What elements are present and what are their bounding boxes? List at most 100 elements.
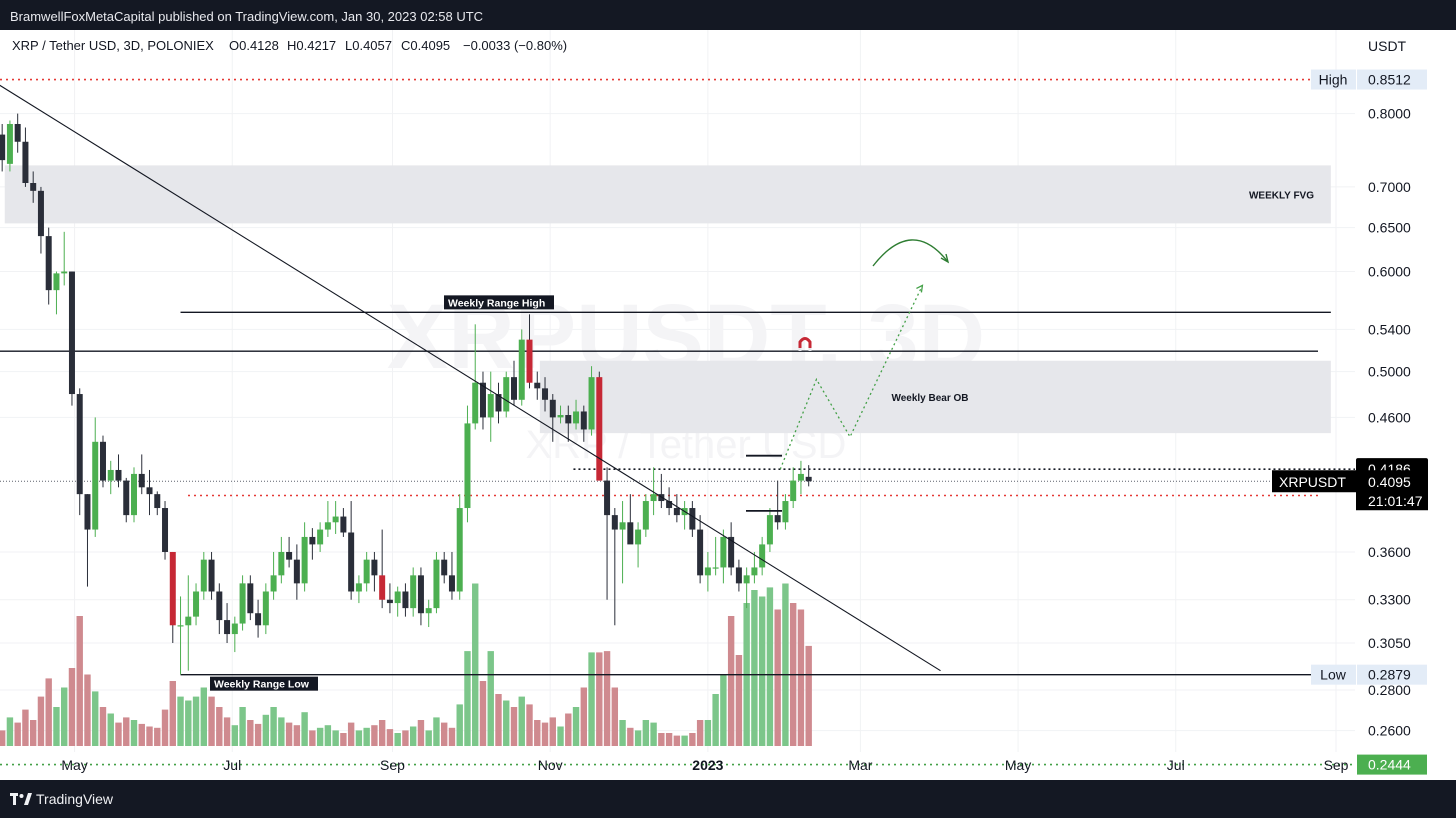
price-chart[interactable]: XRPUSDT, 3D XRP / Tether USD WEEKLY FVGW… [0, 30, 1456, 780]
last-symbol-badge: XRPUSDT [1279, 474, 1346, 490]
candle-body [76, 394, 83, 495]
y-tick-label: 0.2600 [1368, 723, 1411, 739]
volume-bar [161, 709, 169, 746]
candle-body [712, 567, 719, 569]
candle-body [604, 480, 611, 516]
candle-body [301, 536, 308, 584]
candle-body [216, 591, 223, 621]
candle-body [542, 388, 549, 400]
candle-body [231, 623, 238, 635]
volume-bar [270, 707, 277, 746]
candle-body [255, 613, 262, 626]
volume-bar [735, 655, 743, 746]
volume-bar [472, 583, 479, 746]
x-tick-label: Jul [1167, 757, 1185, 773]
candle-body [720, 536, 727, 568]
zone-label: Weekly Bear OB [891, 393, 968, 404]
curved-arrow [872, 239, 949, 267]
candle-body [317, 529, 324, 545]
candle-body [782, 501, 789, 523]
candle-body [84, 494, 91, 530]
chart-area[interactable]: XRPUSDT, 3D XRP / Tether USD WEEKLY FVG W… [0, 30, 1456, 780]
low-badge-label-bg [1311, 664, 1356, 685]
candle-body [743, 575, 750, 584]
volume-bar [285, 722, 293, 746]
high-badge-label-bg [1311, 69, 1356, 90]
candle-body [154, 494, 161, 509]
candle-body [278, 551, 285, 576]
volume-bar [681, 735, 688, 746]
volume-bar [223, 717, 231, 746]
x-tick-label: May [1005, 757, 1031, 773]
volume-bar [479, 681, 487, 746]
candle-body [790, 480, 797, 502]
volume-bar [192, 696, 200, 746]
volume-bar [123, 717, 130, 746]
volume-bar [588, 652, 595, 746]
volume-bar [254, 723, 262, 746]
magnet-icon [798, 337, 812, 351]
ohlc-high: H0.4217 [287, 38, 336, 53]
ohlc-change: −0.0033 (−0.80%) [463, 38, 567, 53]
candle-body [410, 575, 417, 609]
volume-bar [278, 717, 285, 746]
volume-bar [805, 645, 812, 746]
candle-body [697, 529, 704, 576]
volume-bar [293, 725, 301, 746]
volume-bar [596, 652, 603, 746]
candle-body [355, 583, 362, 592]
x-tick-label: Sep [1324, 757, 1349, 773]
volume-bar [797, 609, 805, 746]
volume-bar [146, 726, 153, 746]
volume-bar [76, 616, 83, 746]
candle-body [169, 551, 176, 626]
candle-body [0, 134, 6, 161]
volume-bar [572, 707, 580, 746]
footer-bar: TradingView [0, 780, 1456, 818]
volume-bar [61, 687, 68, 746]
candle-body [371, 559, 378, 576]
y-tick-label: 0.8000 [1368, 106, 1411, 122]
volume-bar [665, 733, 673, 746]
tradingview-logo-icon[interactable] [10, 793, 32, 805]
volume-bar [107, 713, 114, 746]
volume-bar [704, 720, 712, 746]
volume-bar [309, 730, 316, 746]
x-tick-label: 2023 [692, 757, 723, 773]
low-badge-label: Low [1320, 667, 1347, 683]
candle-body [557, 415, 564, 418]
x-tick-label: Nov [538, 757, 563, 773]
candle-body [6, 123, 13, 164]
candle-body [495, 394, 502, 412]
candle-body [619, 522, 626, 530]
annotation-label-bg [444, 295, 554, 310]
candle-body [797, 473, 804, 481]
candle-body [573, 411, 580, 424]
zone-box [539, 360, 1331, 434]
footer-brand[interactable]: TradingView [36, 791, 114, 807]
candle-body [68, 271, 75, 395]
candle-body [433, 559, 440, 609]
candle-body [293, 559, 300, 584]
candle-body [107, 469, 114, 481]
candle-body [386, 599, 393, 604]
candle-body [363, 559, 370, 584]
volume-bar [262, 714, 270, 746]
candle-body [518, 339, 525, 400]
volume-bar [29, 720, 37, 746]
volume-bar [689, 733, 696, 746]
volume-bar [239, 707, 246, 746]
volume-bar [378, 720, 386, 746]
volume-bar [503, 700, 510, 746]
candle-body [728, 536, 735, 568]
y-tick-label: 0.5000 [1368, 364, 1411, 380]
volume-bar [642, 720, 650, 746]
candle-body [402, 591, 409, 609]
candle-body [61, 271, 68, 274]
y-tick-label: 0.7000 [1368, 179, 1411, 195]
volume-bar [565, 713, 572, 746]
x-tick-label: May [61, 757, 87, 773]
volume-bar [495, 694, 502, 746]
price-axis: USDT 0.8000 0.7000 0.6500 0.6000 0.5400 0.500… [1368, 38, 1411, 739]
y-tick-label: 0.4600 [1368, 409, 1411, 425]
